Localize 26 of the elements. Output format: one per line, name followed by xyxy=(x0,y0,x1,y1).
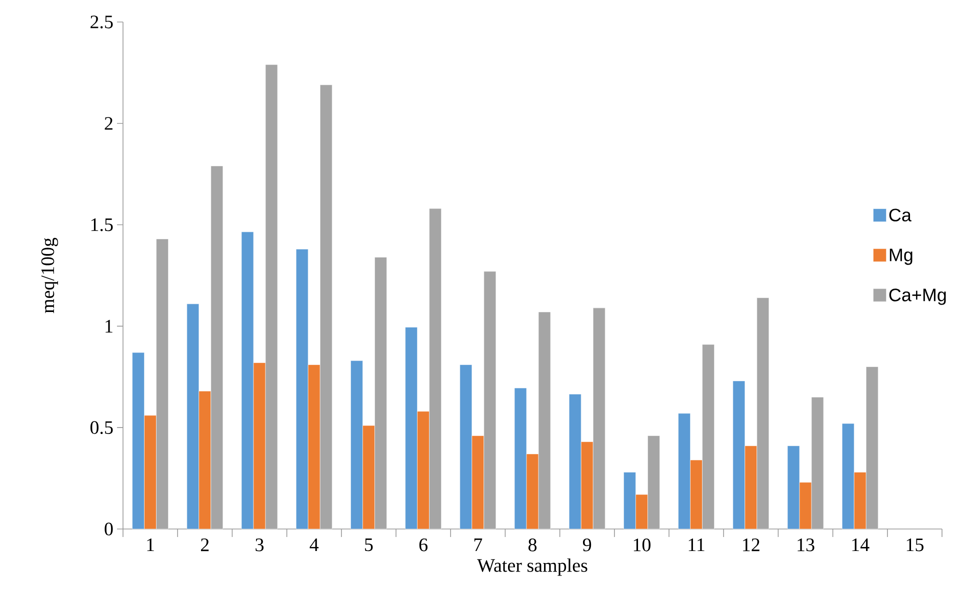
x-tick-label: 8 xyxy=(528,538,537,552)
x-tick-label: 14 xyxy=(852,538,870,552)
x-tick-label: 13 xyxy=(798,538,814,552)
x-tick-label: 7 xyxy=(474,538,482,551)
y-tick-label: 1 xyxy=(106,320,112,332)
x-tick-label: 10 xyxy=(634,538,650,552)
x-tick-label: 11 xyxy=(688,538,704,552)
y-tick-label: 2.5 xyxy=(90,16,113,28)
legend-label: Ca+Mg xyxy=(889,288,946,305)
x-axis-title: Water samples xyxy=(477,558,588,576)
y-tick-label: 2 xyxy=(104,117,112,130)
x-tick-label: 4 xyxy=(310,538,319,552)
x-tick-label: 15 xyxy=(906,538,924,552)
x-tick-label: 2 xyxy=(200,538,209,552)
y-tick-label: 0.5 xyxy=(90,421,113,434)
x-tick-label: 1 xyxy=(147,538,154,552)
x-tick-label: 5 xyxy=(365,538,373,552)
legend-label: Mg xyxy=(890,248,912,265)
y-tick-label: 0 xyxy=(104,522,113,536)
x-tick-label: 6 xyxy=(419,538,428,552)
legend-label: Ca xyxy=(889,208,912,222)
y-axis-title: meq/100g xyxy=(41,238,58,314)
x-tick-label: 12 xyxy=(743,538,760,552)
x-tick-label: 3 xyxy=(256,538,264,552)
y-tick-label: 1.5 xyxy=(91,218,113,232)
x-tick-label: 9 xyxy=(582,538,592,552)
